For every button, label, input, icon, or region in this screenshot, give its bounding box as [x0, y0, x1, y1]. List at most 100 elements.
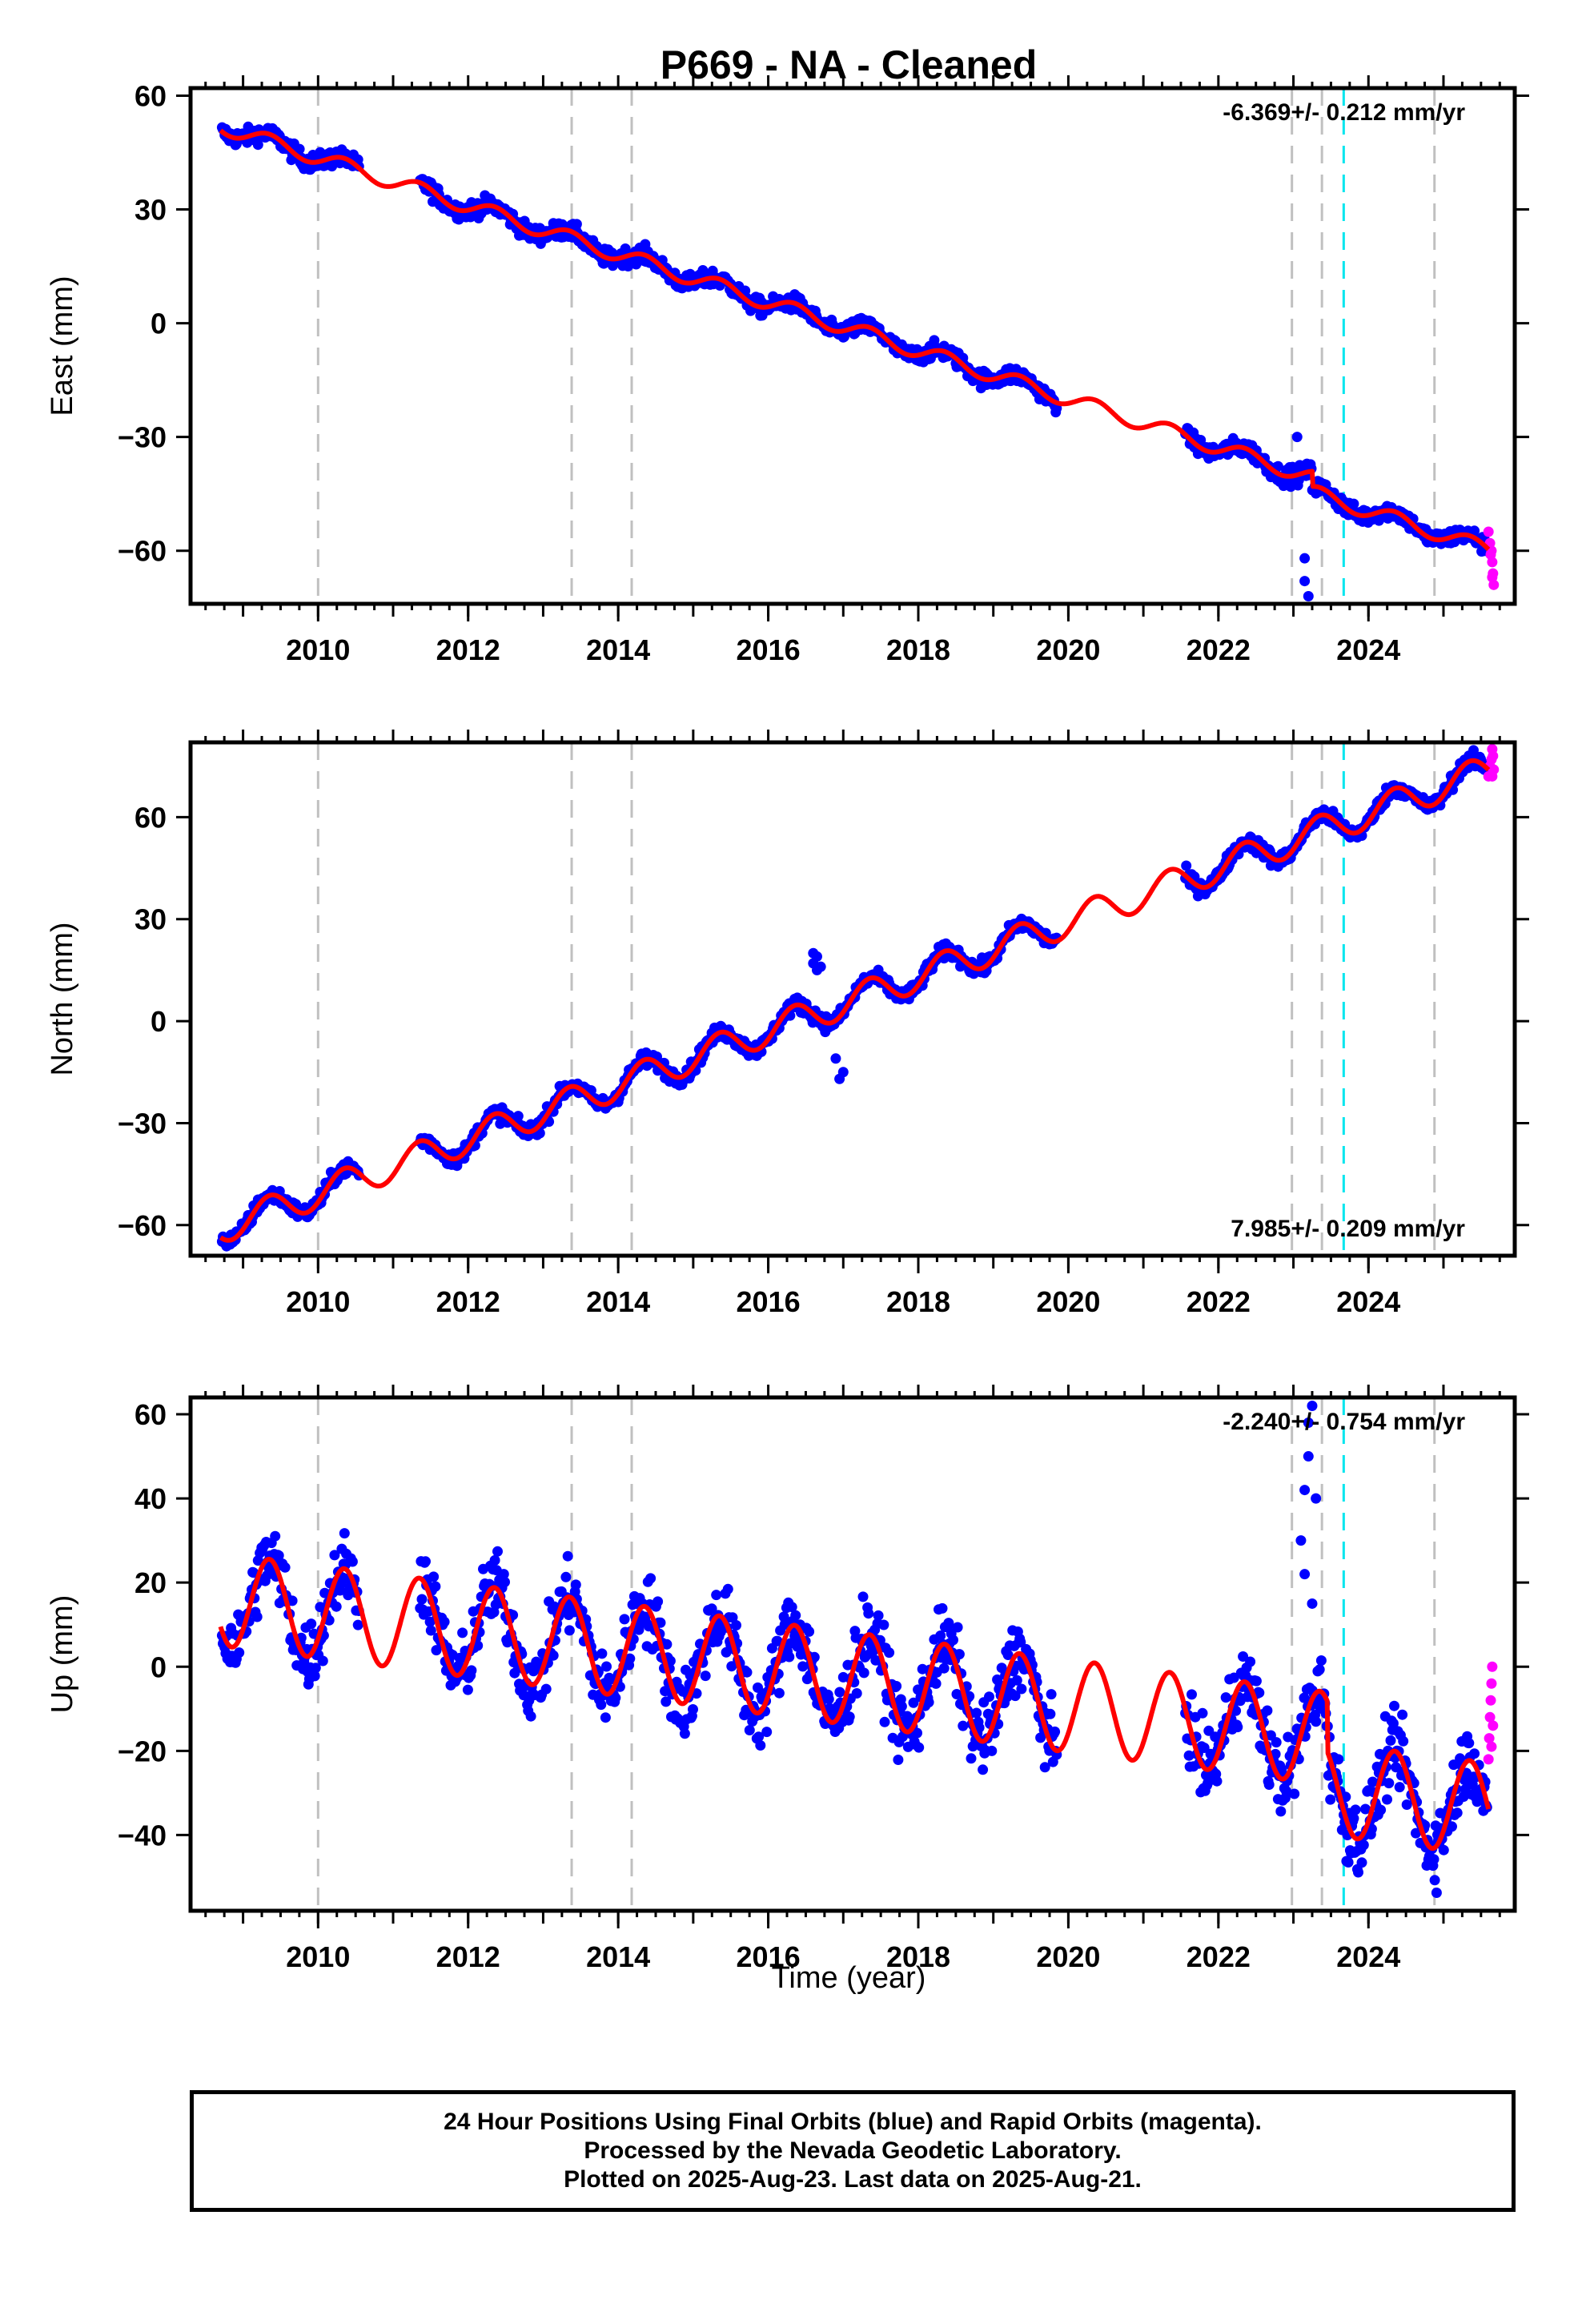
east-rapid-positions — [1483, 526, 1500, 590]
north-outlier-point — [811, 951, 822, 962]
east-y-tick-label: −60 — [118, 535, 167, 568]
east-final-positions — [216, 121, 1492, 602]
east-outlier-point — [1291, 432, 1303, 443]
up-final-point — [1385, 1735, 1396, 1746]
up-final-point — [755, 1740, 766, 1751]
east-x-tick-label: 2016 — [737, 633, 801, 666]
up-rapid-point — [1487, 1661, 1498, 1672]
up-final-point — [930, 1678, 942, 1689]
up-final-point — [1452, 1807, 1463, 1819]
up-final-point — [896, 1701, 907, 1712]
up-final-point — [937, 1602, 948, 1614]
up-final-point — [601, 1661, 612, 1672]
up-final-point — [938, 1663, 950, 1674]
east-y-tick-label: 30 — [135, 194, 167, 227]
up-final-point — [834, 1687, 845, 1698]
up-final-point — [1383, 1778, 1395, 1789]
up-x-tick-label: 2012 — [436, 1940, 500, 1973]
up-final-point — [525, 1711, 536, 1722]
up-final-point — [570, 1579, 581, 1590]
up-outlier-point — [1295, 1535, 1307, 1546]
up-panel: 2010 2012 2014 2016 2018 2020 2022 2024−40−2002… — [46, 1385, 1529, 1973]
up-final-point — [773, 1687, 785, 1699]
up-final-point — [619, 1614, 630, 1625]
up-final-point — [1262, 1705, 1273, 1716]
north-y-tick-label: 30 — [135, 903, 167, 936]
up-ticks: 2010 2012 2014 2016 2018 2020 2022 2024−40−2002… — [118, 1385, 1529, 1973]
x-axis-label: Time (year) — [772, 1961, 926, 1995]
up-final-point — [1394, 1782, 1405, 1793]
up-model-curve — [218, 1557, 1492, 1852]
east-outlier-point — [1284, 462, 1295, 473]
up-final-point — [966, 1753, 977, 1764]
caption-box: 24 Hour Positions Using Final Orbits (bl… — [190, 2090, 1516, 2212]
up-final-point — [1356, 1857, 1367, 1868]
up-final-positions — [216, 1401, 1492, 1898]
up-final-point — [761, 1727, 773, 1738]
east-ylabel: East (mm) — [46, 275, 79, 416]
up-y-tick-label: 40 — [135, 1482, 167, 1515]
up-final-point — [1389, 1700, 1399, 1711]
up-final-point — [978, 1764, 989, 1775]
north-x-tick-label: 2022 — [1186, 1285, 1251, 1318]
north-y-tick-label: 0 — [151, 1005, 167, 1038]
up-final-point — [863, 1608, 874, 1619]
up-final-point — [466, 1665, 477, 1676]
up-final-point — [1464, 1738, 1475, 1749]
up-final-point — [1343, 1857, 1354, 1868]
east-rapid-point — [1483, 526, 1494, 537]
up-final-point — [1350, 1804, 1361, 1815]
figure-title: P669 - NA - Cleaned — [661, 42, 1038, 87]
up-x-tick-label: 2024 — [1336, 1940, 1400, 1973]
up-final-point — [1045, 1708, 1056, 1719]
up-final-point — [722, 1583, 733, 1594]
north-y-tick-label: −60 — [118, 1209, 167, 1242]
up-final-point — [1046, 1689, 1057, 1700]
up-final-point — [1358, 1839, 1369, 1851]
up-final-point — [462, 1684, 473, 1695]
up-final-point — [560, 1571, 572, 1582]
up-final-point — [971, 1707, 982, 1719]
north-final-point — [1181, 860, 1192, 871]
up-final-point — [700, 1671, 711, 1682]
north-ylabel: North (mm) — [46, 922, 79, 1076]
up-final-point — [1186, 1689, 1197, 1700]
up-final-point — [1428, 1854, 1439, 1865]
up-final-point — [943, 1618, 954, 1629]
east-final-point — [623, 261, 633, 271]
up-outlier-point — [1299, 1569, 1311, 1580]
up-final-point — [1353, 1867, 1363, 1878]
north-rate-label: 7.985+/- 0.209 mm/yr — [1231, 1216, 1465, 1242]
north-y-tick-label: 60 — [135, 801, 167, 834]
up-final-point — [540, 1683, 552, 1695]
up-final-point — [873, 1610, 884, 1621]
up-final-point — [952, 1622, 963, 1633]
caption-line-2: Processed by the Nevada Geodetic Laborat… — [584, 2137, 1122, 2164]
up-final-point — [457, 1627, 468, 1638]
up-final-point — [270, 1530, 281, 1542]
up-x-tick-label: 2020 — [1036, 1940, 1100, 1973]
east-rate-label: -6.369+/- 0.212 mm/yr — [1223, 99, 1465, 126]
up-final-point — [790, 1610, 801, 1621]
up-rapid-positions — [1483, 1661, 1499, 1765]
up-final-point — [1333, 1754, 1344, 1765]
east-y-tick-label: 60 — [135, 79, 167, 112]
up-final-point — [347, 1556, 358, 1567]
up-final-point — [984, 1691, 994, 1703]
up-x-tick-label: 2010 — [286, 1940, 350, 1973]
north-x-tick-label: 2020 — [1036, 1285, 1100, 1318]
up-final-point — [679, 1728, 690, 1739]
east-x-tick-label: 2014 — [586, 633, 650, 666]
caption-line-3: Plotted on 2025-Aug-23. Last data on 202… — [564, 2166, 1142, 2193]
up-y-tick-label: 20 — [135, 1566, 167, 1599]
up-ylabel: Up (mm) — [46, 1595, 79, 1714]
up-outlier-point — [1311, 1493, 1322, 1504]
up-final-point — [317, 1655, 328, 1667]
up-final-point — [1050, 1726, 1061, 1737]
up-outlier-point — [1303, 1451, 1314, 1462]
up-final-point — [234, 1647, 245, 1659]
up-final-point — [823, 1694, 834, 1705]
up-final-point — [948, 1634, 958, 1646]
up-rapid-point — [1483, 1754, 1494, 1765]
